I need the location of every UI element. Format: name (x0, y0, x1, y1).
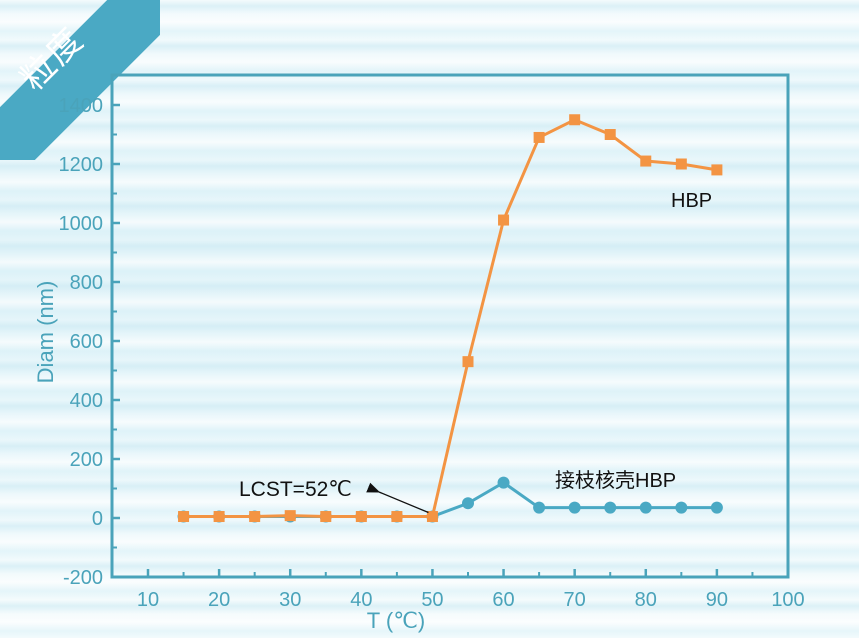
x-tick-label: 90 (706, 589, 728, 611)
square-marker (711, 164, 723, 176)
square-marker (249, 511, 261, 523)
square-marker (604, 129, 616, 140)
y-tick-label: 1000 (59, 213, 104, 235)
series-line-hbp (183, 118, 718, 519)
square-marker (640, 155, 652, 167)
square-marker (178, 511, 190, 523)
square-marker (569, 114, 581, 126)
x-axis-title: T (℃) (367, 608, 426, 633)
x-tick-label: 70 (564, 589, 586, 611)
x-tick-label: 30 (279, 589, 301, 611)
square-marker (320, 511, 332, 523)
x-tick-label: 60 (492, 589, 514, 611)
y-tick-label: 400 (70, 390, 103, 412)
y-tick-label: 600 (70, 331, 103, 353)
circle-marker (710, 501, 723, 514)
y-tick-label: -200 (63, 567, 103, 589)
x-tick-label: 10 (137, 589, 159, 611)
y-axis-title: Diam (nm) (33, 281, 58, 384)
x-tick-label: 40 (350, 589, 372, 611)
x-tick-label: 20 (208, 589, 230, 611)
square-marker (533, 131, 545, 143)
circle-marker (675, 501, 688, 514)
circle-marker (639, 501, 652, 514)
y-tick-label: 200 (70, 449, 103, 471)
circle-marker (604, 501, 617, 514)
square-marker (391, 511, 403, 523)
grafted-series-label: 接枝核壳HBP (555, 469, 676, 492)
square-marker (213, 511, 225, 523)
y-tick-label: 800 (70, 272, 103, 294)
circle-marker (533, 501, 546, 514)
square-marker (675, 158, 687, 170)
hbp-series-label: HBP (671, 190, 712, 212)
circle-marker (497, 476, 510, 489)
square-marker (498, 214, 510, 226)
y-tick-label: 1200 (59, 154, 104, 176)
plot-frame (110, 73, 790, 579)
circle-marker (462, 497, 474, 510)
square-marker (355, 511, 367, 523)
y-tick-label: 0 (92, 508, 103, 530)
x-tick-label: 100 (771, 589, 804, 611)
lcst-arrow (366, 482, 429, 514)
square-marker (462, 356, 474, 368)
series-layer (177, 114, 723, 523)
square-marker (284, 510, 296, 522)
y-tick-label: 1400 (59, 95, 104, 117)
square-marker (426, 511, 438, 523)
x-tick-label: 50 (421, 589, 443, 611)
axes: -200 0 200 400 600 800 1000 1200 1400 10 20 30 40 50 6… (59, 73, 805, 611)
x-tick-label: 80 (635, 589, 657, 611)
circle-marker (568, 501, 581, 514)
lcst-annotation: LCST=52℃ (239, 478, 352, 501)
